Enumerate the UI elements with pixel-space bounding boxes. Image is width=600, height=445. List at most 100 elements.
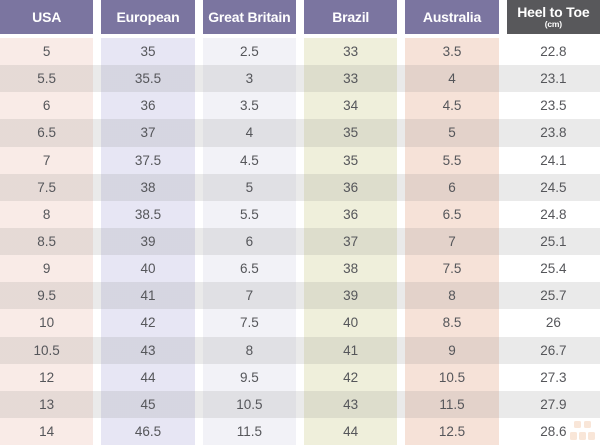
column-header-unit-label: (cm) [544, 19, 562, 30]
table-cell-australia: 6 [405, 173, 499, 201]
table-cell-great-britain: 7.5 [202, 309, 296, 337]
table-row: 7 37.5 4.5 35 5.5 24.1 [0, 146, 600, 174]
table-cell-great-britain: 8 [202, 336, 296, 364]
table-row: 9.5 41 7 39 8 25.7 [0, 282, 600, 310]
table-cell-european: 44 [101, 363, 195, 391]
table-cell-usa: 5 [0, 38, 94, 66]
table-cell-australia: 9 [405, 336, 499, 364]
table-row: 10.5 43 8 41 9 26.7 [0, 336, 600, 364]
table-row: 6 36 3.5 34 4.5 23.5 [0, 92, 600, 120]
table-cell-brazil: 38 [304, 255, 398, 283]
table-cell-brazil: 44 [304, 417, 398, 445]
table-cell-heel-to-toe: 25.7 [506, 282, 600, 310]
table-cell-great-britain: 11.5 [202, 417, 296, 445]
table-cell-australia: 10.5 [405, 363, 499, 391]
table-cell-usa: 9 [0, 255, 94, 283]
table-cell-heel-to-toe: 24.5 [506, 173, 600, 201]
table-cell-usa: 10 [0, 309, 94, 337]
table-row: 5.5 35.5 3 33 4 23.1 [0, 65, 600, 93]
table-cell-australia: 12.5 [405, 417, 499, 445]
table-cell-great-britain: 6.5 [202, 255, 296, 283]
table-cell-usa: 6.5 [0, 119, 94, 147]
table-body: 5 35 2.5 33 3.5 22.8 5.5 35.5 3 33 4 23.… [0, 38, 600, 445]
table-cell-australia: 6.5 [405, 200, 499, 228]
table-cell-brazil: 34 [304, 92, 398, 120]
table-cell-australia: 3.5 [405, 38, 499, 66]
table-cell-brazil: 40 [304, 309, 398, 337]
column-header-label: Brazil [332, 8, 370, 25]
table-cell-australia: 5 [405, 119, 499, 147]
table-cell-australia: 4 [405, 65, 499, 93]
column-header-brazil: Brazil [304, 0, 398, 34]
column-header-usa: USA [0, 0, 94, 34]
table-cell-brazil: 33 [304, 65, 398, 93]
table-cell-european: 39 [101, 227, 195, 256]
table-cell-heel-to-toe: 28.6 [506, 417, 600, 445]
table-cell-heel-to-toe: 26.7 [506, 336, 600, 364]
column-header-label: Heel to Toe [517, 3, 590, 20]
table-cell-brazil: 42 [304, 363, 398, 391]
table-row: 7.5 38 5 36 6 24.5 [0, 173, 600, 201]
table-cell-australia: 7 [405, 227, 499, 256]
table-cell-australia: 5.5 [405, 146, 499, 174]
table-cell-usa: 7 [0, 146, 94, 174]
column-header-label: Australia [422, 8, 482, 25]
table-cell-european: 35.5 [101, 65, 195, 93]
table-cell-usa: 14 [0, 417, 94, 445]
table-cell-australia: 8.5 [405, 309, 499, 337]
table-cell-heel-to-toe: 24.1 [506, 146, 600, 174]
table-cell-usa: 8.5 [0, 227, 94, 256]
table-row: 9 40 6.5 38 7.5 25.4 [0, 255, 600, 283]
table-row: 5 35 2.5 33 3.5 22.8 [0, 38, 600, 66]
table-cell-australia: 11.5 [405, 390, 499, 418]
table-cell-heel-to-toe: 22.8 [506, 38, 600, 66]
table-cell-brazil: 41 [304, 336, 398, 364]
table-cell-brazil: 35 [304, 119, 398, 147]
table-cell-brazil: 36 [304, 200, 398, 228]
table-cell-european: 35 [101, 38, 195, 66]
table-cell-great-britain: 7 [202, 282, 296, 310]
table-cell-great-britain: 9.5 [202, 363, 296, 391]
table-cell-great-britain: 10.5 [202, 390, 296, 418]
table-cell-great-britain: 4.5 [202, 146, 296, 174]
table-cell-heel-to-toe: 26 [506, 309, 600, 337]
table-cell-great-britain: 3.5 [202, 92, 296, 120]
table-cell-brazil: 43 [304, 390, 398, 418]
table-cell-great-britain: 4 [202, 119, 296, 147]
table-cell-brazil: 37 [304, 227, 398, 256]
table-cell-european: 40 [101, 255, 195, 283]
table-cell-great-britain: 3 [202, 65, 296, 93]
table-cell-heel-to-toe: 23.8 [506, 119, 600, 147]
table-cell-great-britain: 5.5 [202, 200, 296, 228]
table-cell-heel-to-toe: 23.5 [506, 92, 600, 120]
table-cell-usa: 6 [0, 92, 94, 120]
table-cell-australia: 4.5 [405, 92, 499, 120]
table-cell-heel-to-toe: 25.4 [506, 255, 600, 283]
column-header-european: European [101, 0, 195, 34]
table-row: 12 44 9.5 42 10.5 27.3 [0, 363, 600, 391]
table-cell-brazil: 36 [304, 173, 398, 201]
table-cell-usa: 7.5 [0, 173, 94, 201]
table-cell-european: 45 [101, 390, 195, 418]
table-cell-heel-to-toe: 23.1 [506, 65, 600, 93]
table-header-row: USA European Great Britain Brazil Austra… [0, 0, 600, 34]
table-cell-usa: 8 [0, 200, 94, 228]
table-cell-australia: 8 [405, 282, 499, 310]
table-row: 10 42 7.5 40 8.5 26 [0, 309, 600, 337]
table-cell-european: 46.5 [101, 417, 195, 445]
column-header-label: USA [32, 8, 62, 25]
column-header-great-britain: Great Britain [202, 0, 296, 34]
table-row: 13 45 10.5 43 11.5 27.9 [0, 390, 600, 418]
table-cell-brazil: 39 [304, 282, 398, 310]
table-cell-european: 36 [101, 92, 195, 120]
table-cell-heel-to-toe: 25.1 [506, 227, 600, 256]
table-cell-european: 43 [101, 336, 195, 364]
table-cell-european: 42 [101, 309, 195, 337]
table-cell-great-britain: 5 [202, 173, 296, 201]
table-cell-usa: 12 [0, 363, 94, 391]
table-cell-usa: 5.5 [0, 65, 94, 93]
column-header-heel-to-toe: Heel to Toe (cm) [506, 0, 600, 34]
table-cell-australia: 7.5 [405, 255, 499, 283]
table-row: 6.5 37 4 35 5 23.8 [0, 119, 600, 147]
